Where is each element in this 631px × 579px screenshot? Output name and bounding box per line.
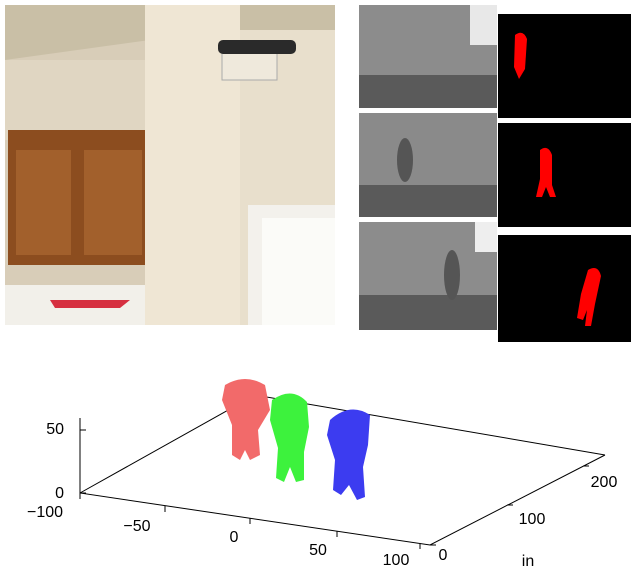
axis-label: in — [522, 553, 534, 570]
photo — [5, 5, 335, 325]
tick-label: 200 — [591, 474, 618, 491]
tick-label: 100 — [383, 552, 410, 569]
figure: 50 0 −100 −50 0 50 100 0 100 200 in — [0, 0, 631, 574]
masks — [498, 14, 631, 342]
tick-label: 50 — [309, 542, 327, 559]
tick-label: 100 — [519, 511, 546, 528]
tick-label: 50 — [46, 421, 64, 438]
tick-label: −100 — [27, 504, 63, 521]
tick-label: 0 — [439, 547, 448, 564]
tick-label: 0 — [230, 529, 239, 546]
tick-label: −50 — [123, 518, 150, 535]
people-points — [222, 379, 370, 500]
tick-label: 0 — [55, 485, 64, 502]
depth-images — [359, 5, 497, 330]
